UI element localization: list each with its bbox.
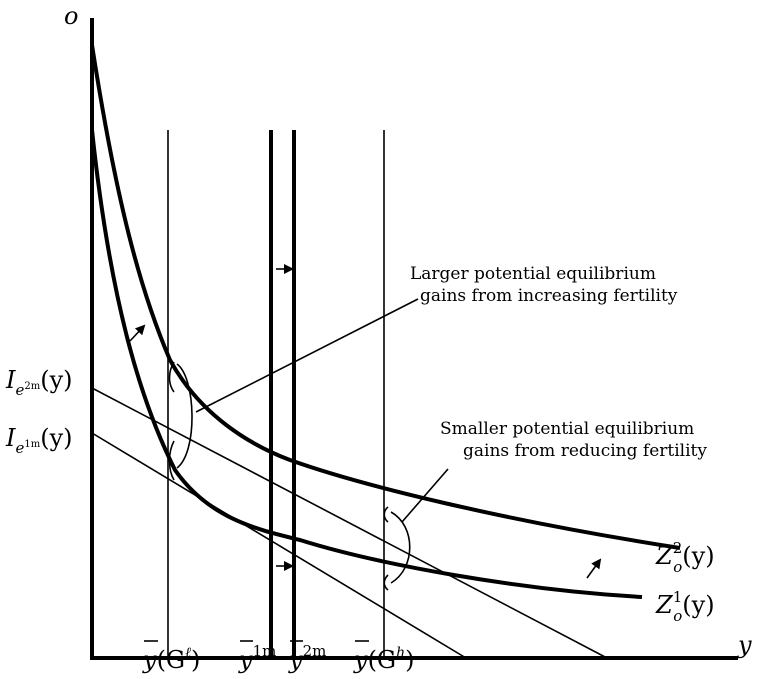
tick-g-high: y(Gh) [353, 645, 415, 674]
brace-right-top-hook [383, 506, 389, 523]
tick-g-low: y(Gℓ) [142, 645, 200, 674]
annotation-larger-line2: gains from increasing fertility [420, 286, 678, 306]
brace-left-bottom-hook [168, 440, 175, 481]
curve-z1 [90, 129, 643, 599]
curve-shift-arrow-right [586, 558, 602, 579]
brace-left [176, 363, 193, 469]
label-z1: Z1 o(y) [655, 588, 715, 625]
label-z2: Z2 o(y) [655, 539, 715, 576]
brace-left-top-hook [168, 361, 175, 393]
brace-right [390, 511, 411, 584]
label-ie2m: Ie2m(y) [5, 366, 73, 399]
annotation-larger-line1: Larger potential equilibrium [410, 264, 656, 284]
brace-right-bottom-hook [383, 574, 389, 591]
tick-y2m: y2m [288, 642, 326, 674]
budget-line-lower [91, 432, 467, 659]
curve-z2 [90, 44, 681, 550]
y-axis-label: o [64, 2, 78, 30]
x-axis-label: y [737, 631, 752, 659]
leader-smaller [401, 468, 449, 523]
tick-y1m: y1m [238, 642, 276, 674]
label-ie1m: Ie1m(y) [5, 424, 73, 457]
curve-shift-arrow-left [129, 324, 146, 342]
annotation-smaller-line2: gains from reducing fertility [463, 441, 707, 461]
annotation-smaller-line1: Smaller potential equilibrium [440, 419, 694, 439]
budget-line-upper [91, 387, 608, 659]
leader-larger [195, 298, 419, 413]
